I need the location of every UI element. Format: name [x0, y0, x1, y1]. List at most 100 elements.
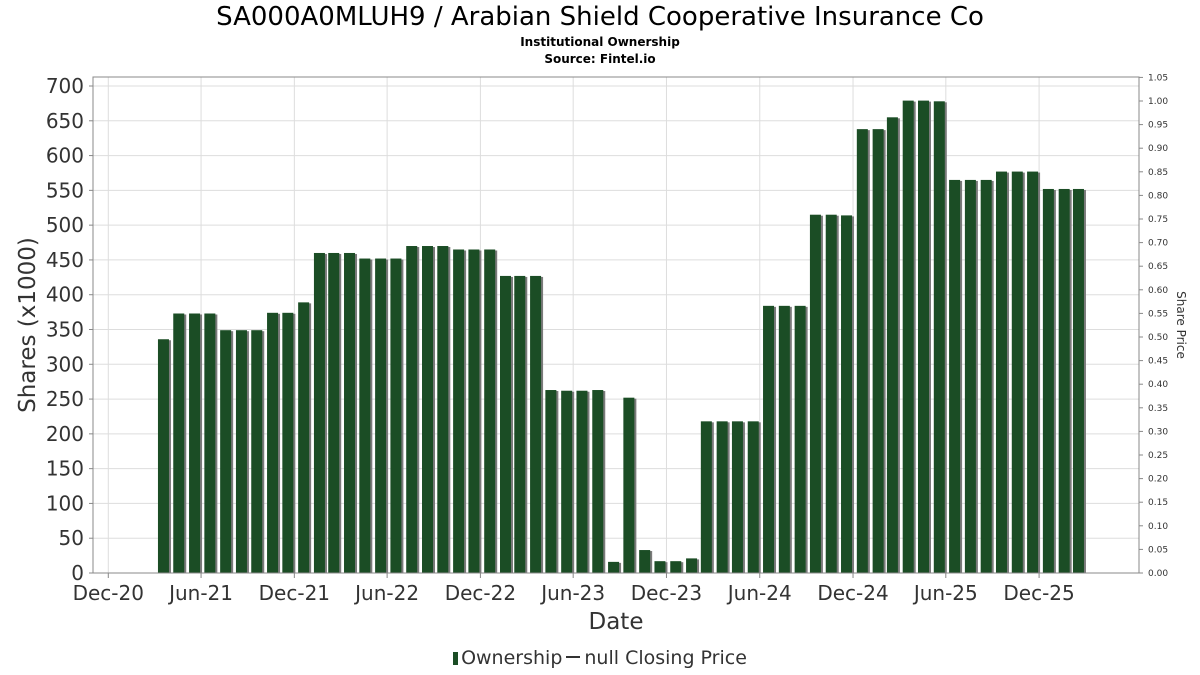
x-tick-label: Jun-22 [353, 581, 419, 605]
bar [390, 258, 402, 573]
bar [484, 249, 496, 573]
bar [716, 421, 728, 573]
y-tick-label: 400 [46, 283, 84, 307]
ownership-swatch-icon [453, 652, 459, 665]
y2-tick-label: 0.75 [1148, 215, 1168, 225]
bar [1027, 171, 1039, 573]
bar [220, 330, 232, 573]
bar [886, 117, 898, 574]
y-tick-label: 50 [59, 526, 84, 550]
y-tick-label: 600 [46, 144, 84, 168]
y2-tick-label: 0.00 [1148, 569, 1168, 579]
bar [1058, 188, 1070, 574]
bar [267, 312, 279, 573]
bar [856, 129, 868, 574]
x-tick-label: Jun-21 [167, 581, 233, 605]
bar [995, 171, 1007, 573]
bar [406, 246, 418, 573]
y-tick-label: 500 [46, 213, 84, 237]
bar [500, 275, 512, 573]
bar [825, 214, 837, 573]
bar [949, 179, 961, 573]
y2-axis-label: Share Price [1174, 291, 1188, 359]
y-tick-label: 250 [46, 387, 84, 411]
y-tick-label: 300 [46, 352, 84, 376]
x-tick-label: Dec-22 [445, 581, 516, 605]
y2-tick-label: 0.85 [1148, 168, 1168, 178]
x-tick-label: Dec-25 [1003, 581, 1074, 605]
y2-tick-label: 0.50 [1148, 333, 1168, 343]
bar [639, 550, 651, 573]
bar [375, 258, 387, 573]
y2-tick-label: 0.90 [1148, 144, 1168, 154]
legend-price-label: null Closing Price [584, 647, 747, 669]
x-tick-label: Dec-20 [73, 581, 144, 605]
x-axis-label: Date [589, 609, 644, 635]
x-tick-label: Jun-25 [912, 581, 978, 605]
bar [282, 312, 294, 573]
x-tick-label: Jun-24 [726, 581, 792, 605]
bar [1042, 188, 1054, 574]
y2-tick-label: 0.95 [1148, 121, 1168, 131]
bar [747, 421, 759, 573]
chart-source: Source: Fintel.io [544, 52, 656, 66]
bar [344, 252, 356, 573]
bar [686, 558, 698, 573]
y2-tick-label: 0.25 [1148, 451, 1168, 461]
bar [670, 561, 682, 573]
y2-tick-label: 0.65 [1148, 262, 1168, 272]
bar [841, 215, 853, 573]
y2-tick-label: 0.45 [1148, 357, 1168, 367]
bar [173, 313, 185, 573]
bar [731, 421, 743, 573]
y2-tick-label: 0.60 [1148, 286, 1168, 296]
y2-tick-label: 0.05 [1148, 545, 1168, 555]
bar [654, 561, 666, 573]
y2-tick-label: 0.30 [1148, 427, 1168, 437]
y2-tick-label: 0.80 [1148, 191, 1168, 201]
y2-tick-label: 0.10 [1148, 522, 1168, 532]
x-tick-label: Dec-21 [259, 581, 330, 605]
chart-legend: Ownership null Closing Price [0, 647, 1200, 669]
x-tick-label: Dec-24 [817, 581, 888, 605]
chart-subtitle: Institutional Ownership [520, 35, 680, 49]
y-tick-label: 150 [46, 457, 84, 481]
y-tick-label: 100 [46, 491, 84, 515]
bar [608, 561, 620, 573]
x-tick-label: Jun-23 [539, 581, 605, 605]
bar [251, 330, 263, 573]
bar [778, 305, 790, 573]
y2-tick-label: 0.40 [1148, 380, 1168, 390]
x-tick-label: Dec-23 [631, 581, 702, 605]
bar [794, 305, 806, 573]
y2-tick-label: 0.55 [1148, 309, 1168, 319]
bar [561, 390, 573, 573]
y-tick-label: 700 [46, 74, 84, 98]
y-tick-label: 0 [71, 561, 84, 585]
y2-tick-label: 0.70 [1148, 239, 1168, 249]
bar [204, 313, 216, 573]
bar [1011, 171, 1023, 573]
bar [902, 100, 914, 574]
bar [189, 313, 201, 573]
y-tick-label: 550 [46, 178, 84, 202]
y2-tick-label: 0.15 [1148, 498, 1168, 508]
bar [328, 252, 340, 573]
legend-ownership-label: Ownership [461, 647, 563, 669]
bar [468, 249, 480, 573]
bar [545, 390, 557, 573]
y-tick-label: 350 [46, 318, 84, 342]
bar [514, 275, 526, 573]
bar [872, 129, 884, 574]
bar [700, 421, 712, 573]
bar [298, 302, 310, 573]
bar [157, 339, 169, 573]
bar [763, 305, 775, 573]
bar [980, 179, 992, 573]
bar [422, 246, 434, 573]
bar [917, 100, 929, 574]
y-axis-label: Shares (x1000) [15, 237, 41, 413]
bar [809, 214, 821, 573]
bar [235, 330, 247, 573]
